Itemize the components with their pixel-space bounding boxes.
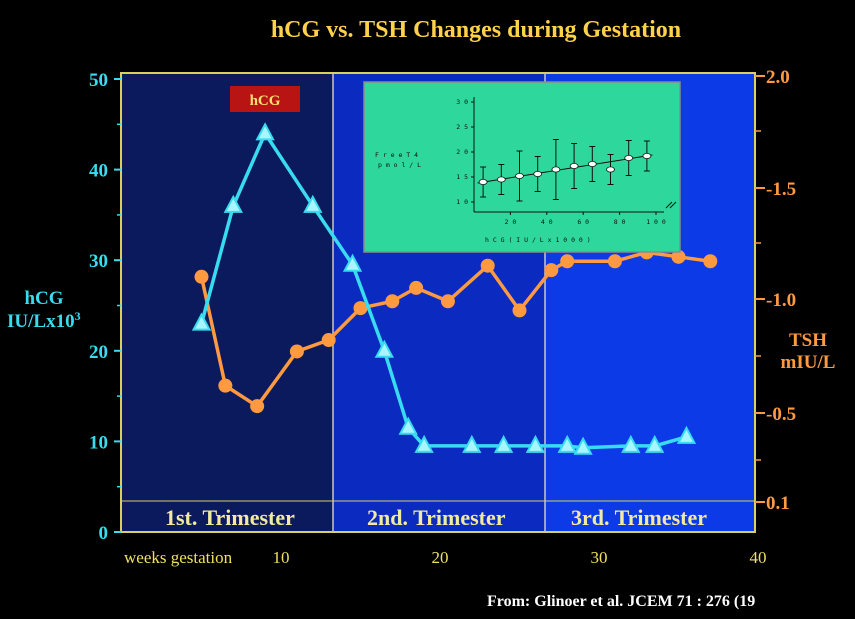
inset-point: [515, 172, 524, 179]
series-tsh: [194, 245, 718, 414]
inset-ylabel-unit: p m o l / L: [378, 161, 421, 169]
inset-point: [478, 178, 488, 185]
left-tick-label: 20: [89, 342, 108, 363]
inset-point: [533, 170, 543, 177]
hcg-point: [557, 434, 577, 453]
left-tick-label: 0: [99, 523, 109, 544]
hcg-point: [414, 434, 434, 453]
inset-ylabel: F r e e T 4: [375, 151, 418, 159]
tsh-point: [250, 399, 265, 414]
tsh-point: [512, 303, 527, 318]
hcg-point: [223, 194, 243, 213]
tsh-point: [353, 301, 368, 316]
hcg-point: [462, 434, 482, 453]
tsh-point: [194, 269, 209, 284]
x-axis-label: weeks gestation: [124, 548, 233, 567]
hcg-point: [493, 434, 514, 453]
series-hcg: [191, 122, 697, 455]
hcg-point: [644, 434, 665, 453]
hcg-label-text: hCG: [250, 93, 281, 109]
tsh-point: [544, 263, 559, 278]
hcg-point: [573, 436, 593, 455]
hcg-point: [398, 416, 418, 435]
inset-point: [551, 166, 561, 173]
trimester-2-label: 2nd. Trimester: [367, 505, 506, 530]
inset-x-tick-label: 6 0: [577, 218, 589, 226]
tsh-point: [703, 254, 718, 269]
inset-plot: F r e e T 4 p m o l / L h C G ( I U / L …: [363, 81, 681, 253]
trimester-3-label: 3rd. Trimester: [571, 505, 707, 530]
tsh-point: [560, 254, 575, 269]
inset-axis-break: [665, 201, 677, 209]
tsh-point: [409, 280, 424, 295]
chart-title: hCG vs. TSH Changes during Gestation: [271, 17, 681, 43]
left-tick-label: 10: [89, 432, 108, 453]
inset-y-tick-label: 2 0: [456, 148, 468, 156]
tsh-point: [289, 344, 304, 359]
hcg-point: [342, 253, 363, 272]
inset-x-tick-label: 4 0: [541, 218, 553, 226]
left-tick-label: 40: [89, 161, 108, 182]
right-tick-label: 2.0: [766, 67, 790, 88]
inset-x-tick-label: 2 0: [505, 218, 517, 226]
hcg-label-box: [230, 86, 300, 112]
plot-frame: [120, 72, 756, 533]
tsh-point: [385, 294, 400, 309]
hcg-point: [303, 194, 323, 213]
x-tick-label: 30: [591, 548, 608, 567]
right-axis: 0.1 -0.5 -1.0 -1.5 2.0: [755, 67, 796, 514]
tsh-point: [218, 378, 233, 393]
left-axis-label: hCG: [24, 288, 63, 309]
x-tick-label: 10: [273, 548, 290, 567]
trimester-1-label: 1st. Trimester: [165, 505, 295, 530]
inset-point: [569, 162, 579, 169]
source-citation: From: Glinoer et al. JCEM 71 : 276 (19: [487, 593, 755, 610]
x-tick-label: 20: [432, 548, 449, 567]
tsh-point: [440, 294, 455, 309]
inset-y-tick-label: 1 5: [456, 173, 468, 181]
inset-y-tick-label: 2 5: [456, 123, 468, 131]
hcg-point: [676, 425, 697, 444]
inset-trend-line: [477, 154, 653, 184]
x-tick-label: 40: [750, 548, 767, 567]
x-axis: 10 20 30 40: [273, 548, 767, 567]
tsh-point: [480, 258, 495, 273]
inset-point: [642, 152, 652, 159]
left-axis: 0 10 20 30 40 50: [89, 70, 121, 544]
inset-y-tick-label: 1 0: [456, 198, 468, 206]
inset-x-tick-label: 8 0: [614, 218, 626, 226]
hcg-point: [191, 312, 212, 331]
inset-point: [496, 176, 506, 183]
right-axis-label-unit: mIU/L: [781, 352, 836, 373]
inset-point: [587, 160, 597, 167]
inset-x-tick-label: 1 0 0: [646, 218, 666, 226]
right-tick-label: -1.0: [766, 290, 796, 311]
tsh-point: [607, 254, 622, 269]
inset-background: [363, 81, 681, 253]
left-tick-label: 50: [89, 70, 108, 91]
hcg-point: [255, 122, 275, 141]
trimester-1-panel: [122, 74, 333, 532]
hcg-line: [199, 131, 687, 450]
right-tick-label: -1.5: [766, 179, 796, 200]
hcg-point: [621, 434, 641, 453]
hcg-point: [374, 339, 395, 358]
right-axis-label: TSH: [789, 330, 827, 351]
right-tick-label: 0.1: [766, 493, 790, 514]
inset-point: [624, 154, 634, 161]
hcg-point: [525, 434, 546, 453]
left-axis-label-unit: IU/Lx103: [7, 309, 81, 332]
tsh-point: [321, 333, 336, 348]
inset-xlabel: h C G ( I U / L x 1 0 0 0 ): [485, 236, 591, 244]
left-tick-label: 30: [89, 251, 108, 272]
right-tick-label: -0.5: [766, 404, 796, 425]
inset-y-tick-label: 3 0: [456, 98, 468, 106]
inset-point: [606, 166, 615, 173]
tsh-point: [671, 249, 686, 264]
